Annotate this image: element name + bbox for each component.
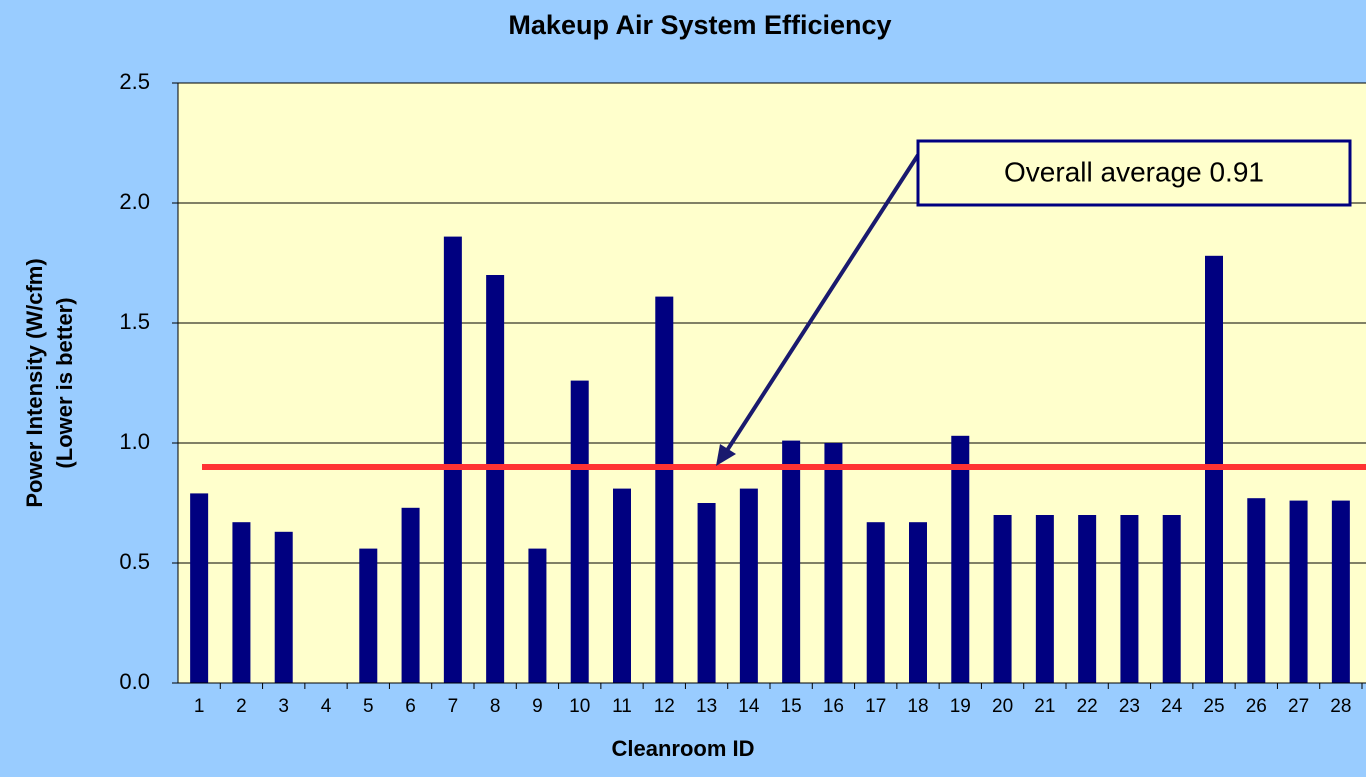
bar — [909, 522, 927, 683]
x-tick-label: 16 — [823, 696, 844, 717]
x-axis-title: Cleanroom ID — [611, 736, 754, 761]
x-tick-label: 23 — [1119, 696, 1140, 717]
y-tick-label: 0.5 — [119, 549, 150, 574]
bar — [570, 380, 589, 683]
x-tick-label: 28 — [1330, 696, 1351, 717]
bar — [401, 507, 420, 683]
x-tick-label: 3 — [278, 696, 289, 717]
y-axis-title: (Lower is better) — [52, 297, 77, 468]
x-tick-label: 14 — [738, 696, 760, 717]
x-tick-label: 26 — [1246, 696, 1267, 717]
annotation-text: Overall average 0.91 — [1004, 156, 1264, 187]
bar — [655, 296, 674, 683]
bar — [739, 488, 758, 683]
bar — [443, 236, 462, 683]
x-tick-label: 9 — [532, 696, 543, 717]
bar — [232, 522, 251, 683]
bar — [1247, 498, 1266, 683]
bar — [993, 515, 1012, 683]
x-tick-label: 4 — [321, 696, 332, 717]
arrow-head — [716, 444, 736, 466]
x-tick-label: 11 — [612, 696, 632, 717]
y-tick-label: 0.0 — [119, 669, 150, 694]
x-tick-label: 12 — [654, 696, 675, 717]
y-tick-label: 1.0 — [119, 429, 150, 454]
x-tick-label: 20 — [992, 696, 1013, 717]
bar — [824, 443, 843, 683]
x-tick-label: 7 — [448, 696, 459, 717]
x-tick-label: 22 — [1077, 696, 1098, 717]
bar — [951, 435, 970, 683]
bar — [528, 548, 547, 683]
bar — [1078, 515, 1097, 683]
bar — [613, 488, 631, 683]
annotation-box — [916, 139, 1352, 207]
bar — [697, 503, 716, 683]
x-tick-label: 24 — [1161, 696, 1183, 717]
bar — [190, 493, 209, 683]
bar — [1120, 515, 1139, 683]
x-tick-label: 8 — [490, 696, 501, 717]
x-tick-label: 18 — [907, 696, 928, 717]
x-tick-label: 25 — [1203, 696, 1224, 717]
bar — [1289, 500, 1308, 683]
y-tick-label: 2.0 — [119, 189, 150, 214]
y-tick-label: 2.5 — [119, 69, 150, 94]
x-tick-label: 1 — [194, 696, 205, 717]
bar — [359, 548, 378, 683]
x-tick-label: 6 — [405, 696, 416, 717]
x-tick-label: 15 — [781, 696, 802, 717]
bar — [1035, 515, 1054, 683]
x-tick-label: 17 — [865, 696, 886, 717]
y-axis-title: Power Intensity (W/cfm) — [22, 258, 47, 507]
chart-title: Makeup Air System Efficiency — [508, 10, 891, 40]
x-tick-label: 19 — [950, 696, 971, 717]
x-tick-label: 2 — [236, 696, 247, 717]
x-tick-label: 10 — [569, 696, 590, 717]
x-tick-label: 13 — [696, 696, 717, 717]
x-tick-label: 5 — [363, 696, 374, 717]
bar — [1331, 500, 1350, 683]
y-tick-label: 1.5 — [119, 309, 150, 334]
x-tick-label: 27 — [1288, 696, 1309, 717]
arrow-line — [724, 153, 920, 454]
x-tick-label: 21 — [1034, 696, 1055, 717]
bar — [1162, 515, 1181, 683]
bar — [782, 440, 801, 683]
bar — [866, 522, 885, 683]
bar — [274, 531, 293, 683]
bar — [486, 275, 505, 683]
